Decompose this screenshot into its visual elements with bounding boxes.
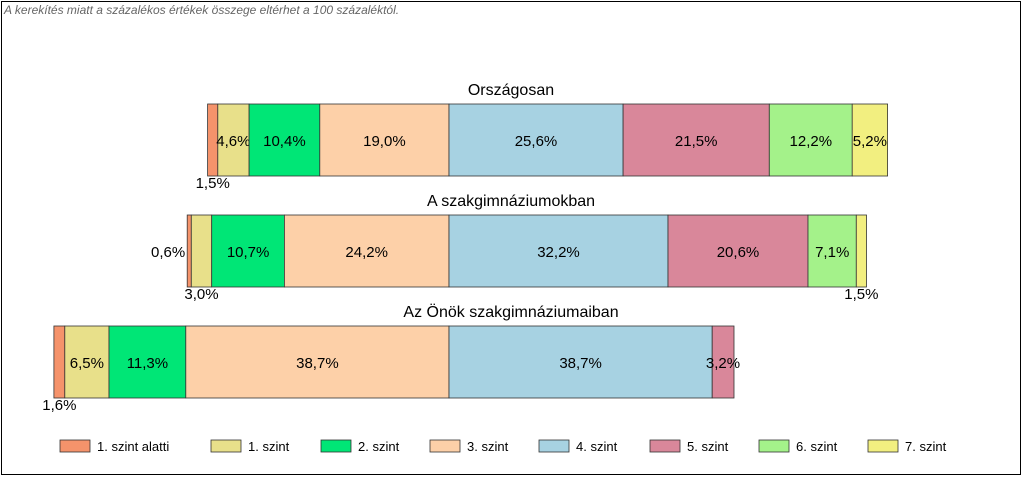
- legend-label: 7. szint: [905, 439, 947, 454]
- bar-segment: [319, 103, 450, 177]
- legend-swatch: [210, 439, 242, 453]
- bar-segment: [211, 214, 285, 288]
- data-label: 3,2%: [706, 355, 740, 372]
- data-label: 1,6%: [42, 397, 76, 414]
- legend-label: 4. szint: [576, 439, 618, 454]
- legend-swatch: [867, 439, 899, 453]
- bar-title: Országosan: [468, 82, 554, 99]
- bar-segment: [667, 214, 809, 288]
- data-label: 12,2%: [790, 133, 833, 150]
- legend-swatch: [538, 439, 570, 453]
- legend-label: 1. szint: [248, 439, 290, 454]
- data-label: 3,0%: [184, 286, 218, 303]
- bar-segment: [448, 103, 624, 177]
- bar-segment: [851, 103, 889, 177]
- data-label: 32,2%: [537, 244, 580, 261]
- bar-segment: [807, 214, 857, 288]
- data-label: 11,3%: [127, 355, 168, 372]
- bar-segment: [64, 325, 110, 399]
- data-label: 1,5%: [196, 175, 230, 192]
- bar-segment: [186, 214, 192, 288]
- data-label: 21,5%: [675, 133, 718, 150]
- bar-segment: [248, 103, 321, 177]
- bar-segment: [622, 103, 770, 177]
- data-label: 1,5%: [844, 286, 878, 303]
- legend-swatch: [59, 439, 91, 453]
- rounding-note: A kerekítés miatt a százalékos értékek ö…: [4, 3, 400, 17]
- bar-segment: [448, 325, 713, 399]
- bar-segment: [448, 214, 669, 288]
- data-label: 25,6%: [515, 133, 558, 150]
- legend-label: 3. szint: [467, 439, 509, 454]
- legend-label: 5. szint: [687, 439, 729, 454]
- data-label: 6,5%: [70, 355, 104, 372]
- bar-title: A szakgimnáziumokban: [427, 193, 595, 210]
- data-label: 38,7%: [296, 355, 339, 372]
- data-label: 24,2%: [345, 244, 388, 261]
- bar-segment: [108, 325, 187, 399]
- data-label: 10,7%: [227, 244, 270, 261]
- legend-label: 2. szint: [358, 439, 400, 454]
- legend-swatch: [649, 439, 681, 453]
- legend-label: 6. szint: [796, 439, 838, 454]
- legend-swatch: [429, 439, 461, 453]
- data-label: 19,0%: [363, 133, 406, 150]
- legend-swatch: [758, 439, 790, 453]
- data-label: 7,1%: [815, 244, 849, 261]
- bar-segment: [190, 214, 213, 288]
- bar-segment: [185, 325, 450, 399]
- legend-label: 1. szint alatti: [97, 439, 169, 454]
- bar-title: Az Önök szakgimnáziumaiban: [403, 303, 618, 321]
- data-label: 5,2%: [853, 133, 887, 150]
- bar-segment: [855, 214, 867, 288]
- data-label: 38,7%: [559, 355, 602, 372]
- bar-segment: [283, 214, 450, 288]
- legend-swatch: [320, 439, 352, 453]
- bar-segment: [711, 325, 735, 399]
- data-label: 20,6%: [717, 244, 760, 261]
- data-label: 10,4%: [263, 133, 306, 150]
- bar-segment: [768, 103, 853, 177]
- data-label: 0,6%: [151, 244, 185, 261]
- data-label: 4,6%: [216, 133, 250, 150]
- bar-segment: [53, 325, 66, 399]
